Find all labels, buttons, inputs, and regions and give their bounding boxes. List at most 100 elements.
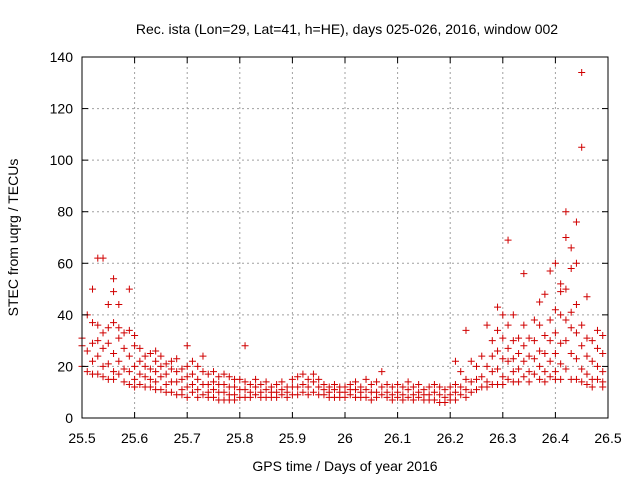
data-point	[562, 285, 570, 293]
data-point	[488, 368, 496, 376]
data-point	[152, 357, 160, 365]
data-point	[509, 368, 517, 376]
data-point	[520, 321, 528, 329]
data-point	[467, 378, 475, 386]
data-point	[515, 365, 523, 373]
data-point	[483, 362, 491, 370]
data-point	[530, 337, 538, 345]
data-point	[378, 383, 386, 391]
data-point	[593, 362, 601, 370]
data-point	[125, 380, 133, 388]
data-point	[131, 362, 139, 370]
x-axis-title: GPS time / Days of year 2016	[252, 458, 437, 474]
data-point	[131, 331, 139, 339]
data-point	[210, 393, 217, 401]
data-point	[125, 285, 133, 293]
data-point	[430, 388, 438, 396]
data-point	[546, 357, 554, 365]
data-point	[593, 375, 601, 383]
data-point	[373, 378, 381, 386]
data-point	[294, 373, 302, 381]
data-point	[115, 301, 123, 309]
data-point	[388, 396, 396, 404]
data-point	[441, 399, 449, 407]
data-point	[483, 383, 491, 391]
data-point	[583, 380, 591, 388]
data-point	[94, 352, 102, 360]
data-point	[162, 360, 170, 368]
data-point	[167, 357, 175, 365]
data-point	[499, 311, 507, 319]
data-point	[557, 280, 565, 288]
data-point	[436, 383, 444, 391]
data-point	[536, 347, 544, 355]
data-point	[315, 383, 323, 391]
data-point	[430, 380, 438, 388]
data-point	[599, 331, 607, 339]
data-point	[551, 350, 559, 358]
x-tick-label: 26.2	[437, 430, 464, 446]
data-point	[146, 365, 154, 373]
data-point	[294, 391, 302, 399]
data-point	[99, 362, 107, 370]
data-point	[451, 380, 459, 388]
data-point	[404, 386, 412, 394]
data-point	[557, 339, 565, 347]
data-point	[551, 368, 559, 376]
data-point	[572, 259, 580, 267]
data-point	[152, 347, 160, 355]
data-point	[188, 357, 196, 365]
data-point	[441, 386, 449, 394]
data-point	[551, 306, 559, 314]
data-point	[131, 342, 139, 350]
data-point	[525, 378, 533, 386]
data-point	[120, 378, 128, 386]
data-point	[504, 344, 512, 352]
data-point	[473, 386, 480, 394]
data-point	[588, 357, 596, 365]
data-point	[551, 329, 559, 337]
data-point	[152, 378, 160, 386]
data-point	[188, 388, 196, 396]
data-point	[173, 355, 181, 363]
data-point	[520, 373, 528, 381]
data-point	[404, 393, 412, 401]
data-point	[94, 337, 102, 345]
data-point	[136, 344, 144, 352]
data-point	[530, 370, 538, 378]
data-point	[520, 357, 528, 365]
data-point	[110, 350, 118, 358]
data-point	[599, 383, 607, 391]
data-point	[304, 383, 312, 391]
data-point	[536, 362, 544, 370]
data-point	[588, 383, 596, 391]
data-point	[462, 326, 470, 334]
data-point	[578, 342, 586, 350]
data-point	[236, 375, 244, 383]
data-point	[115, 334, 123, 342]
data-point	[304, 391, 312, 399]
data-point	[262, 386, 270, 394]
data-point	[567, 350, 575, 358]
data-point	[304, 375, 312, 383]
data-point	[499, 355, 507, 363]
data-point	[525, 352, 533, 360]
data-point	[125, 352, 133, 360]
x-tick-label: 25.8	[226, 430, 253, 446]
data-point	[467, 388, 475, 396]
data-point	[451, 357, 459, 365]
data-point	[136, 357, 144, 365]
data-point	[436, 391, 444, 399]
data-point	[546, 373, 554, 381]
data-point	[120, 329, 128, 337]
data-point	[404, 378, 412, 386]
data-point	[478, 373, 486, 381]
x-tick-label: 26.1	[384, 430, 411, 446]
data-point	[309, 378, 317, 386]
data-point	[210, 368, 217, 376]
data-point	[572, 218, 580, 226]
data-point	[572, 375, 580, 383]
data-point	[246, 380, 254, 388]
